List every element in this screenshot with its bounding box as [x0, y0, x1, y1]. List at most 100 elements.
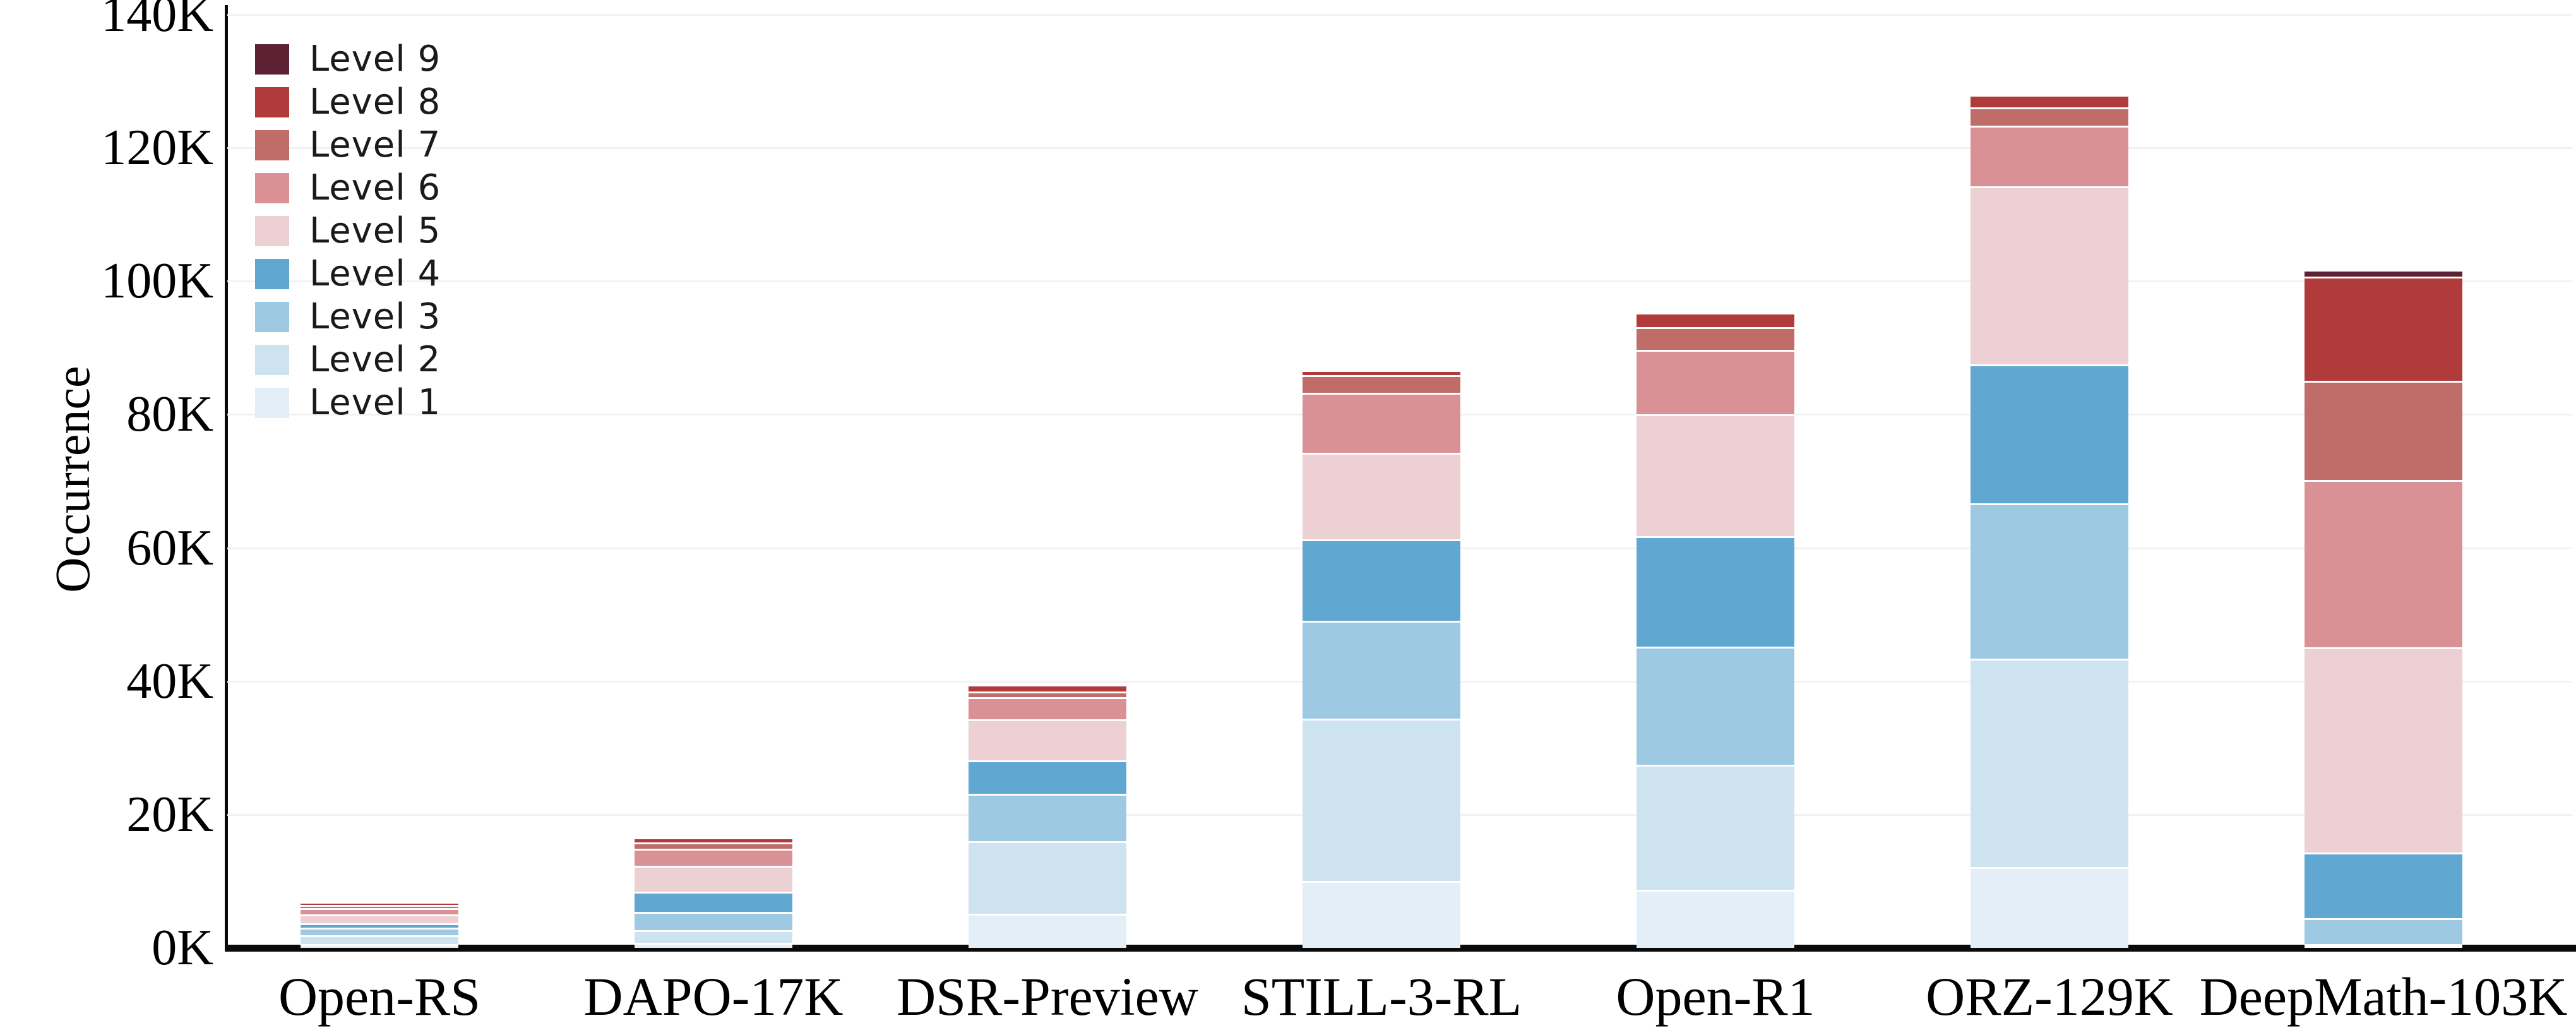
- bar-segment-Open-RS-level-8: [301, 902, 458, 906]
- gridline-100K: [227, 280, 2572, 283]
- legend-item-level-1: Level 1: [255, 381, 441, 424]
- bar-segment-DSR-Preview-level-6: [969, 697, 1126, 719]
- bar-segment-Open-RS-level-7: [301, 905, 458, 908]
- bar-segment-DAPO-17K-level-6: [635, 848, 792, 866]
- legend-label: Level 7: [309, 124, 441, 165]
- legend-swatch: [255, 388, 289, 418]
- y-tick-label: 100K: [101, 253, 213, 309]
- y-tick-label: 120K: [101, 120, 213, 176]
- legend-label: Level 8: [309, 81, 441, 123]
- legend-swatch: [255, 302, 289, 332]
- bar-segment-Open-RS-level-6: [301, 907, 458, 915]
- bar-segment-Open-R1-level-7: [1637, 327, 1794, 350]
- bar-segment-Open-RS-level-3: [301, 928, 458, 935]
- legend-item-level-7: Level 7: [255, 124, 441, 167]
- bar-segment-DAPO-17K-level-4: [635, 892, 792, 912]
- legend-swatch: [255, 216, 289, 246]
- bar-segment-STILL-3-RL-level-8: [1303, 369, 1460, 376]
- bar-segment-DAPO-17K-level-5: [635, 866, 792, 892]
- y-tick-label: 0K: [152, 920, 213, 976]
- legend-label: Level 9: [309, 39, 441, 80]
- bar-segment-ORZ-129K-level-1: [1971, 867, 2128, 948]
- y-tick-label: 140K: [101, 0, 213, 42]
- bar-segment-DeepMath-103K-level-3: [2305, 918, 2462, 944]
- bar-segment-Open-R1-level-2: [1637, 764, 1794, 890]
- bar-segment-STILL-3-RL-level-4: [1303, 539, 1460, 621]
- bar-segment-ORZ-129K-level-5: [1971, 186, 2128, 365]
- legend-item-level-6: Level 6: [255, 167, 441, 210]
- x-category-label-Open-RS: Open-RS: [278, 966, 481, 1027]
- bar-DeepMath-103K: [2305, 269, 2462, 948]
- bar-segment-ORZ-129K-level-8: [1971, 94, 2128, 107]
- bar-segment-DeepMath-103K-level-7: [2305, 380, 2462, 481]
- bar-segment-Open-R1-level-4: [1637, 535, 1794, 647]
- legend-swatch: [255, 259, 289, 289]
- y-tick-label: 40K: [126, 653, 213, 709]
- legend-swatch: [255, 130, 289, 160]
- y-tick-label: 20K: [126, 786, 213, 842]
- bar-segment-ORZ-129K-level-6: [1971, 126, 2128, 187]
- bar-segment-DSR-Preview-level-3: [969, 794, 1126, 842]
- bar-segment-DAPO-17K-level-1: [635, 942, 792, 948]
- y-axis-line: [225, 5, 228, 951]
- bar-Open-RS: [301, 902, 458, 948]
- legend-label: Level 1: [309, 382, 441, 423]
- x-category-label-STILL-3-RL: STILL-3-RL: [1241, 966, 1522, 1027]
- bar-segment-Open-R1-level-6: [1637, 350, 1794, 415]
- bar-segment-DSR-Preview-level-1: [969, 914, 1126, 948]
- bar-segment-DeepMath-103K-level-2: [2305, 943, 2462, 946]
- bar-segment-ORZ-129K-level-2: [1971, 658, 2128, 868]
- bar-segment-Open-R1-level-5: [1637, 414, 1794, 536]
- x-category-label-ORZ-129K: ORZ-129K: [1926, 966, 2173, 1027]
- bar-segment-DeepMath-103K-level-5: [2305, 647, 2462, 853]
- bar-segment-DAPO-17K-level-8: [635, 837, 792, 843]
- bar-segment-DSR-Preview-level-7: [969, 691, 1126, 698]
- bar-DSR-Preview: [969, 685, 1126, 948]
- legend-item-level-5: Level 5: [255, 210, 441, 253]
- bar-segment-STILL-3-RL-level-5: [1303, 452, 1460, 539]
- gridline-120K: [227, 147, 2572, 150]
- legend-swatch: [255, 173, 289, 203]
- legend-swatch: [255, 44, 289, 75]
- gridline-140K: [227, 14, 2572, 16]
- legend-label: Level 3: [309, 296, 441, 337]
- bar-segment-DAPO-17K-level-7: [635, 842, 792, 849]
- bar-segment-STILL-3-RL-level-6: [1303, 392, 1460, 453]
- bar-segment-DeepMath-103K-level-4: [2305, 853, 2462, 918]
- bar-segment-DAPO-17K-level-2: [635, 930, 792, 943]
- legend-label: Level 4: [309, 253, 441, 294]
- legend-swatch: [255, 87, 289, 117]
- legend-label: Level 2: [309, 339, 441, 380]
- bar-segment-DSR-Preview-level-8: [969, 685, 1126, 691]
- bar-segment-DSR-Preview-level-5: [969, 719, 1126, 761]
- legend-swatch: [255, 345, 289, 375]
- bar-STILL-3-RL: [1303, 369, 1460, 948]
- bar-segment-Open-R1-level-1: [1637, 890, 1794, 948]
- bar-segment-STILL-3-RL-level-7: [1303, 375, 1460, 393]
- bar-segment-STILL-3-RL-level-2: [1303, 718, 1460, 882]
- bar-segment-DeepMath-103K-level-8: [2305, 277, 2462, 381]
- y-axis-title: Occurrence: [45, 366, 100, 593]
- x-category-label-DAPO-17K: DAPO-17K: [583, 966, 844, 1027]
- bar-segment-Open-RS-level-5: [301, 914, 458, 923]
- y-tick-label: 80K: [126, 386, 213, 443]
- x-category-label-Open-R1: Open-R1: [1616, 966, 1815, 1027]
- bar-segment-Open-RS-level-1: [301, 943, 458, 948]
- bar-segment-DeepMath-103K-level-1: [2305, 946, 2462, 948]
- legend: Level 9 Level 8 Level 7 Level 6 Level 5 Level…: [255, 38, 441, 424]
- x-category-label-DSR-Preview: DSR-Preview: [897, 966, 1198, 1027]
- bar-segment-Open-R1-level-3: [1637, 646, 1794, 765]
- legend-label: Level 6: [309, 167, 441, 208]
- bar-segment-DeepMath-103K-level-9: [2305, 269, 2462, 277]
- bar-segment-DeepMath-103K-level-6: [2305, 480, 2462, 648]
- bar-segment-Open-RS-level-2: [301, 935, 458, 944]
- x-axis-line: [225, 945, 2576, 952]
- legend-item-level-3: Level 3: [255, 296, 441, 338]
- bar-segment-ORZ-129K-level-3: [1971, 503, 2128, 659]
- legend-item-level-9: Level 9: [255, 38, 441, 81]
- bar-segment-Open-RS-level-4: [301, 923, 458, 928]
- legend-item-level-4: Level 4: [255, 253, 441, 296]
- bar-segment-ORZ-129K-level-4: [1971, 364, 2128, 503]
- bar-segment-DAPO-17K-level-3: [635, 912, 792, 930]
